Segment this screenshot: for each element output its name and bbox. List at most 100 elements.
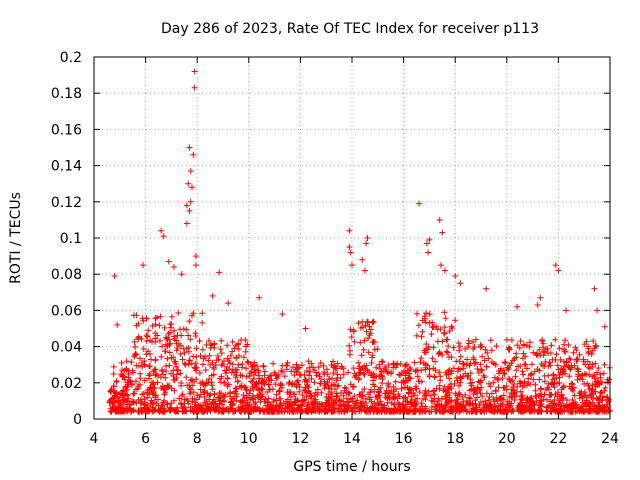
data-point	[284, 362, 291, 369]
data-point	[562, 348, 569, 355]
data-point	[159, 366, 166, 373]
data-point	[254, 363, 261, 370]
data-point	[187, 336, 194, 343]
data-point	[291, 372, 298, 379]
data-point	[558, 391, 565, 398]
data-point	[331, 386, 338, 393]
data-point	[497, 365, 504, 372]
data-point	[323, 366, 330, 373]
data-point	[234, 378, 241, 385]
data-point	[132, 350, 139, 357]
grid-lines	[94, 57, 610, 419]
data-point	[192, 360, 199, 367]
data-point	[201, 399, 208, 406]
data-point	[562, 337, 569, 344]
data-point	[420, 360, 427, 367]
data-point	[553, 351, 560, 358]
data-point	[378, 368, 385, 375]
data-point	[479, 353, 486, 360]
data-point	[270, 360, 277, 367]
data-point	[314, 391, 321, 398]
data-point	[293, 383, 300, 390]
data-point	[178, 271, 185, 278]
data-point	[441, 329, 448, 336]
data-point	[206, 352, 213, 359]
data-point	[355, 359, 362, 366]
data-point	[435, 351, 442, 358]
data-point	[582, 392, 589, 399]
data-point	[113, 378, 120, 385]
data-point	[385, 370, 392, 377]
data-point	[193, 396, 200, 403]
data-point	[537, 352, 544, 359]
data-point	[216, 269, 223, 276]
data-point	[336, 397, 343, 404]
data-point	[140, 390, 147, 397]
data-point	[186, 144, 193, 151]
y-tick-label: 0.04	[51, 340, 82, 356]
data-point	[156, 337, 163, 344]
data-point	[355, 320, 362, 327]
data-point	[224, 375, 231, 382]
data-point	[243, 365, 250, 372]
data-point	[488, 390, 495, 397]
data-point	[428, 331, 435, 338]
data-point	[371, 346, 378, 353]
data-point	[560, 367, 567, 374]
data-point	[218, 362, 225, 369]
data-point	[245, 359, 252, 366]
data-point	[196, 370, 203, 377]
data-point	[330, 358, 337, 365]
data-point	[481, 357, 488, 364]
data-point	[183, 220, 190, 227]
data-point	[187, 377, 194, 384]
data-point	[141, 361, 148, 368]
data-point	[158, 353, 165, 360]
data-point	[465, 340, 472, 347]
data-point	[235, 346, 242, 353]
data-point	[141, 377, 148, 384]
data-point	[517, 338, 524, 345]
data-point	[363, 362, 370, 369]
data-point	[363, 328, 370, 335]
data-point	[606, 398, 613, 405]
data-point	[554, 389, 561, 396]
data-point	[307, 368, 314, 375]
data-point	[446, 327, 453, 334]
data-point	[302, 407, 309, 414]
data-point	[346, 244, 353, 251]
data-point	[467, 395, 474, 402]
data-point	[149, 400, 156, 407]
data-point	[436, 385, 443, 392]
data-point	[481, 374, 488, 381]
data-point	[271, 369, 278, 376]
data-point	[398, 385, 405, 392]
data-point	[390, 388, 397, 395]
data-point	[308, 375, 315, 382]
data-point	[593, 403, 600, 410]
data-point	[163, 335, 170, 342]
data-point	[374, 346, 381, 353]
data-point	[361, 402, 368, 409]
data-point	[557, 408, 564, 415]
data-point	[277, 395, 284, 402]
data-point	[261, 368, 268, 375]
data-point	[306, 372, 313, 379]
data-point	[578, 372, 585, 379]
data-point	[318, 406, 325, 413]
data-point	[558, 403, 565, 410]
data-point	[183, 326, 190, 333]
data-point	[240, 403, 247, 410]
data-point	[232, 385, 239, 392]
data-point	[564, 403, 571, 410]
data-point	[483, 285, 490, 292]
data-point	[355, 404, 362, 411]
data-point	[526, 403, 533, 410]
data-point	[185, 180, 192, 187]
data-point	[472, 404, 479, 411]
data-point	[168, 313, 175, 320]
data-point	[439, 229, 446, 236]
data-point	[264, 399, 271, 406]
data-point	[252, 369, 259, 376]
data-point	[185, 344, 192, 351]
